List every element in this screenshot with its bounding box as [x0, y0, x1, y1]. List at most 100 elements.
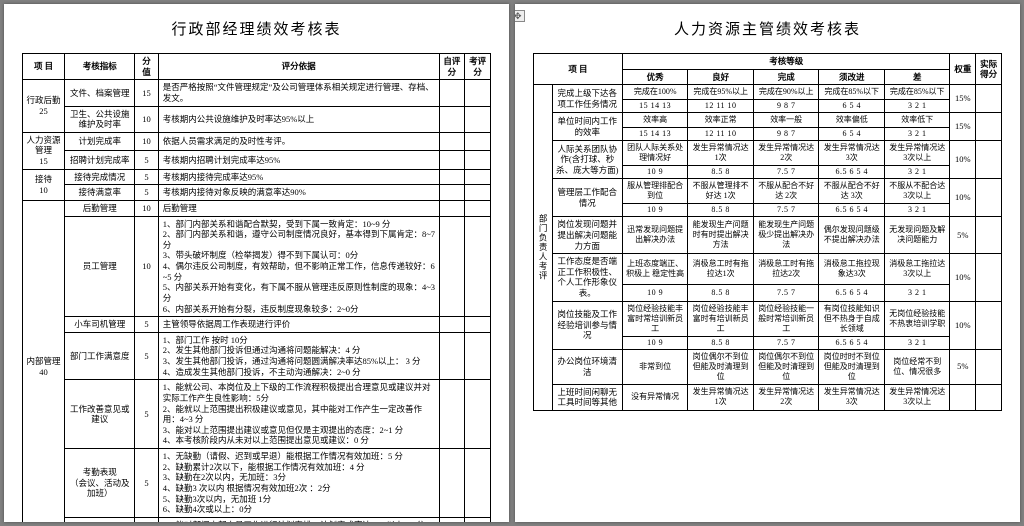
grade-desc-cell: 发生异常情况达 3次	[819, 384, 885, 410]
weight-cell: 15%	[950, 85, 976, 113]
score-options-cell: 3 2 1	[884, 336, 950, 349]
metric-cell: 岗位发现问题并提出解决问题能力方面	[552, 217, 622, 254]
metric-cell: 招聘计划完成率	[65, 151, 135, 169]
group-cell: 人力资源管理15	[23, 132, 65, 169]
self-score-cell[interactable]	[439, 380, 465, 449]
score-options-cell: 3 2 1	[884, 285, 950, 301]
self-score-cell[interactable]	[439, 517, 465, 522]
metric-cell: 单位时间内工作的效率	[552, 113, 622, 141]
eval-score-cell[interactable]	[465, 185, 491, 201]
score-options-cell: 12 11 10	[688, 100, 754, 113]
grade-desc-cell: 发生异常情况达 2次	[753, 141, 819, 166]
self-score-cell[interactable]	[439, 132, 465, 150]
page-right: ✥ 人力资源主管绩效考核表 项 目 考核等级 权重 实际得分 优秀 良好 完成 …	[515, 4, 1020, 522]
table-row: 行政后勤25文件、档案管理15是否严格按照“文件管理规定”及公司管理体系相关规定…	[23, 80, 491, 106]
right-header-row-1: 项 目 考核等级 权重 实际得分	[534, 54, 1002, 70]
basis-cell: 考核期内接待完成率达95%	[158, 169, 439, 185]
table-row: 岗位发现问题并提出解决问题能力方面迅常发现问题提出解决办法能发现生产问题时有时提…	[534, 217, 1002, 254]
grade-desc-cell: 不服从管理排不好达 1次	[688, 179, 754, 204]
metric-cell: 岗位技能及工作经验培训参与情况	[552, 301, 622, 349]
score-options-cell: 3 2 1	[884, 166, 950, 179]
page-title-right: 人力资源主管绩效考核表	[533, 18, 1002, 39]
eval-score-cell[interactable]	[465, 517, 491, 522]
actual-cell[interactable]	[976, 113, 1002, 141]
grade-4: 差	[884, 69, 950, 85]
self-score-cell[interactable]	[439, 317, 465, 333]
actual-cell[interactable]	[976, 141, 1002, 179]
actual-cell[interactable]	[976, 349, 1002, 384]
score-options-cell: 10 9	[622, 204, 688, 217]
col-weight: 权重	[950, 54, 976, 85]
col-metric: 考核指标	[65, 54, 135, 80]
eval-score-cell[interactable]	[465, 200, 491, 216]
page-drag-handle-icon[interactable]: ✥	[515, 10, 525, 22]
score-options-cell: 6.5 6 5 4	[819, 285, 885, 301]
grade-desc-cell: 完成在85%以下	[819, 85, 885, 100]
actual-cell[interactable]	[976, 384, 1002, 410]
eval-score-cell[interactable]	[465, 132, 491, 150]
self-score-cell[interactable]	[439, 200, 465, 216]
self-score-cell[interactable]	[439, 151, 465, 169]
self-score-cell[interactable]	[439, 449, 465, 518]
table-row: 小车司机管理5主管领导依据周工作表现进行评价	[23, 317, 491, 333]
col-score: 分值	[135, 54, 158, 80]
grade-desc-cell: 偶尔发现问题级不提出解决办法	[819, 217, 885, 254]
eval-score-cell[interactable]	[465, 106, 491, 132]
metric-cell: 卫生、公共设施维护及时率	[65, 106, 135, 132]
actual-cell[interactable]	[976, 217, 1002, 254]
weight-cell: 5%	[950, 349, 976, 384]
table-row: 单位时间内工作的效率效率高效率正常效率一般效率偏低效率低下15%	[534, 113, 1002, 128]
eval-score-cell[interactable]	[465, 151, 491, 169]
grade-desc-cell: 发生异常情况达 2次	[753, 384, 819, 410]
group-cell: 行政后勤25	[23, 80, 65, 133]
grade-desc-cell: 效率低下	[884, 113, 950, 128]
metric-cell: 管理层工作配合情况	[552, 179, 622, 217]
eval-score-cell[interactable]	[465, 80, 491, 106]
self-score-cell[interactable]	[439, 332, 465, 380]
self-score-cell[interactable]	[439, 106, 465, 132]
weight-cell: 15%	[950, 113, 976, 141]
actual-cell[interactable]	[976, 254, 1002, 302]
basis-cell: 依据人员需求满足的及时性考评。	[158, 132, 439, 150]
score-options-cell: 6.5 6 5 4	[819, 166, 885, 179]
page-left: 行政部经理绩效考核表 项 目 考核指标 分值 评分依据 自评分 考评分 行政后勤…	[4, 4, 509, 522]
eval-score-cell[interactable]	[465, 169, 491, 185]
score-options-cell: 7.5 7	[753, 285, 819, 301]
grade-desc-cell: 岗位经验技能丰富时常培训新员工	[622, 301, 688, 336]
table-row: 人际关系团队协作(含打球、秒杀、庞大等方面)团队人际关系处理情况好发生异常情况达…	[534, 141, 1002, 166]
table-row: 招聘计划完成率5考核期内招聘计划完成率达95%	[23, 151, 491, 169]
grade-desc-cell: 发生异常情况达 3次以上	[884, 384, 950, 410]
group-cell: 内部管理40	[23, 200, 65, 522]
score-cell: 5	[135, 169, 158, 185]
metric-cell: 计划完成率	[65, 132, 135, 150]
eval-score-cell[interactable]	[465, 216, 491, 317]
actual-cell[interactable]	[976, 301, 1002, 349]
basis-cell: 考核期内接待对象反映的满意率达90%	[158, 185, 439, 201]
eval-score-cell[interactable]	[465, 332, 491, 380]
metric-cell: 文件、档案管理	[65, 80, 135, 106]
grade-desc-cell: 没有异常情况	[622, 384, 688, 410]
self-score-cell[interactable]	[439, 169, 465, 185]
score-cell: 10	[135, 132, 158, 150]
self-score-cell[interactable]	[439, 185, 465, 201]
eval-score-cell[interactable]	[465, 449, 491, 518]
actual-cell[interactable]	[976, 85, 1002, 113]
score-options-cell: 8.5 8	[688, 204, 754, 217]
self-score-cell[interactable]	[439, 80, 465, 106]
grade-desc-cell: 效率高	[622, 113, 688, 128]
basis-cell: 是否严格按照“文件管理规定”及公司管理体系相关规定进行管理、存档、发文。	[158, 80, 439, 106]
score-options-cell: 15 14 13	[622, 128, 688, 141]
weight-cell: 10%	[950, 254, 976, 302]
grade-desc-cell: 能发现生产问题极少提出解决办法	[753, 217, 819, 254]
basis-cell: 考核期内招聘计划完成率达95%	[158, 151, 439, 169]
grade-desc-cell: 岗位偶尔不到位但能及时清理到位	[753, 349, 819, 384]
actual-cell[interactable]	[976, 179, 1002, 217]
metric-cell: 上班时间闲聊无工具时间等其他	[552, 384, 622, 410]
score-cell: 5	[135, 317, 158, 333]
eval-score-cell[interactable]	[465, 317, 491, 333]
metric-cell: 办公岗位环境清洁	[552, 349, 622, 384]
eval-score-cell[interactable]	[465, 380, 491, 449]
grade-desc-cell: 非常到位	[622, 349, 688, 384]
self-score-cell[interactable]	[439, 216, 465, 317]
page-title-left: 行政部经理绩效考核表	[22, 18, 491, 39]
